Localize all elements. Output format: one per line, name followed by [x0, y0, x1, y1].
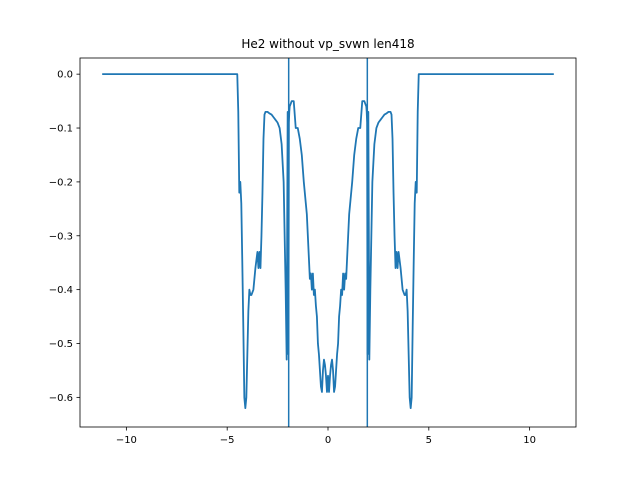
x-tick-label: 10: [523, 435, 536, 446]
x-tick-label: −10: [116, 435, 137, 446]
y-tick-label: −0.5: [49, 339, 73, 350]
plot-area: [102, 58, 554, 427]
y-axis: 0.0 −0.1 −0.2 −0.3 −0.4 −0.5 −0.6: [49, 70, 80, 404]
x-tick-label: 5: [426, 435, 432, 446]
x-tick-label: 0: [325, 435, 331, 446]
x-tick-label: −5: [220, 435, 235, 446]
x-axis: −10 −5 0 5 10: [116, 427, 536, 446]
y-tick-label: −0.4: [49, 285, 73, 296]
y-tick-label: −0.2: [49, 177, 73, 188]
y-tick-label: 0.0: [57, 70, 73, 81]
series-line-1: [102, 73, 554, 410]
chart-title: He2 without vp_svwn len418: [241, 37, 414, 51]
y-tick-label: −0.1: [49, 124, 73, 135]
y-tick-label: −0.6: [49, 393, 73, 404]
y-tick-label: −0.3: [49, 231, 73, 242]
